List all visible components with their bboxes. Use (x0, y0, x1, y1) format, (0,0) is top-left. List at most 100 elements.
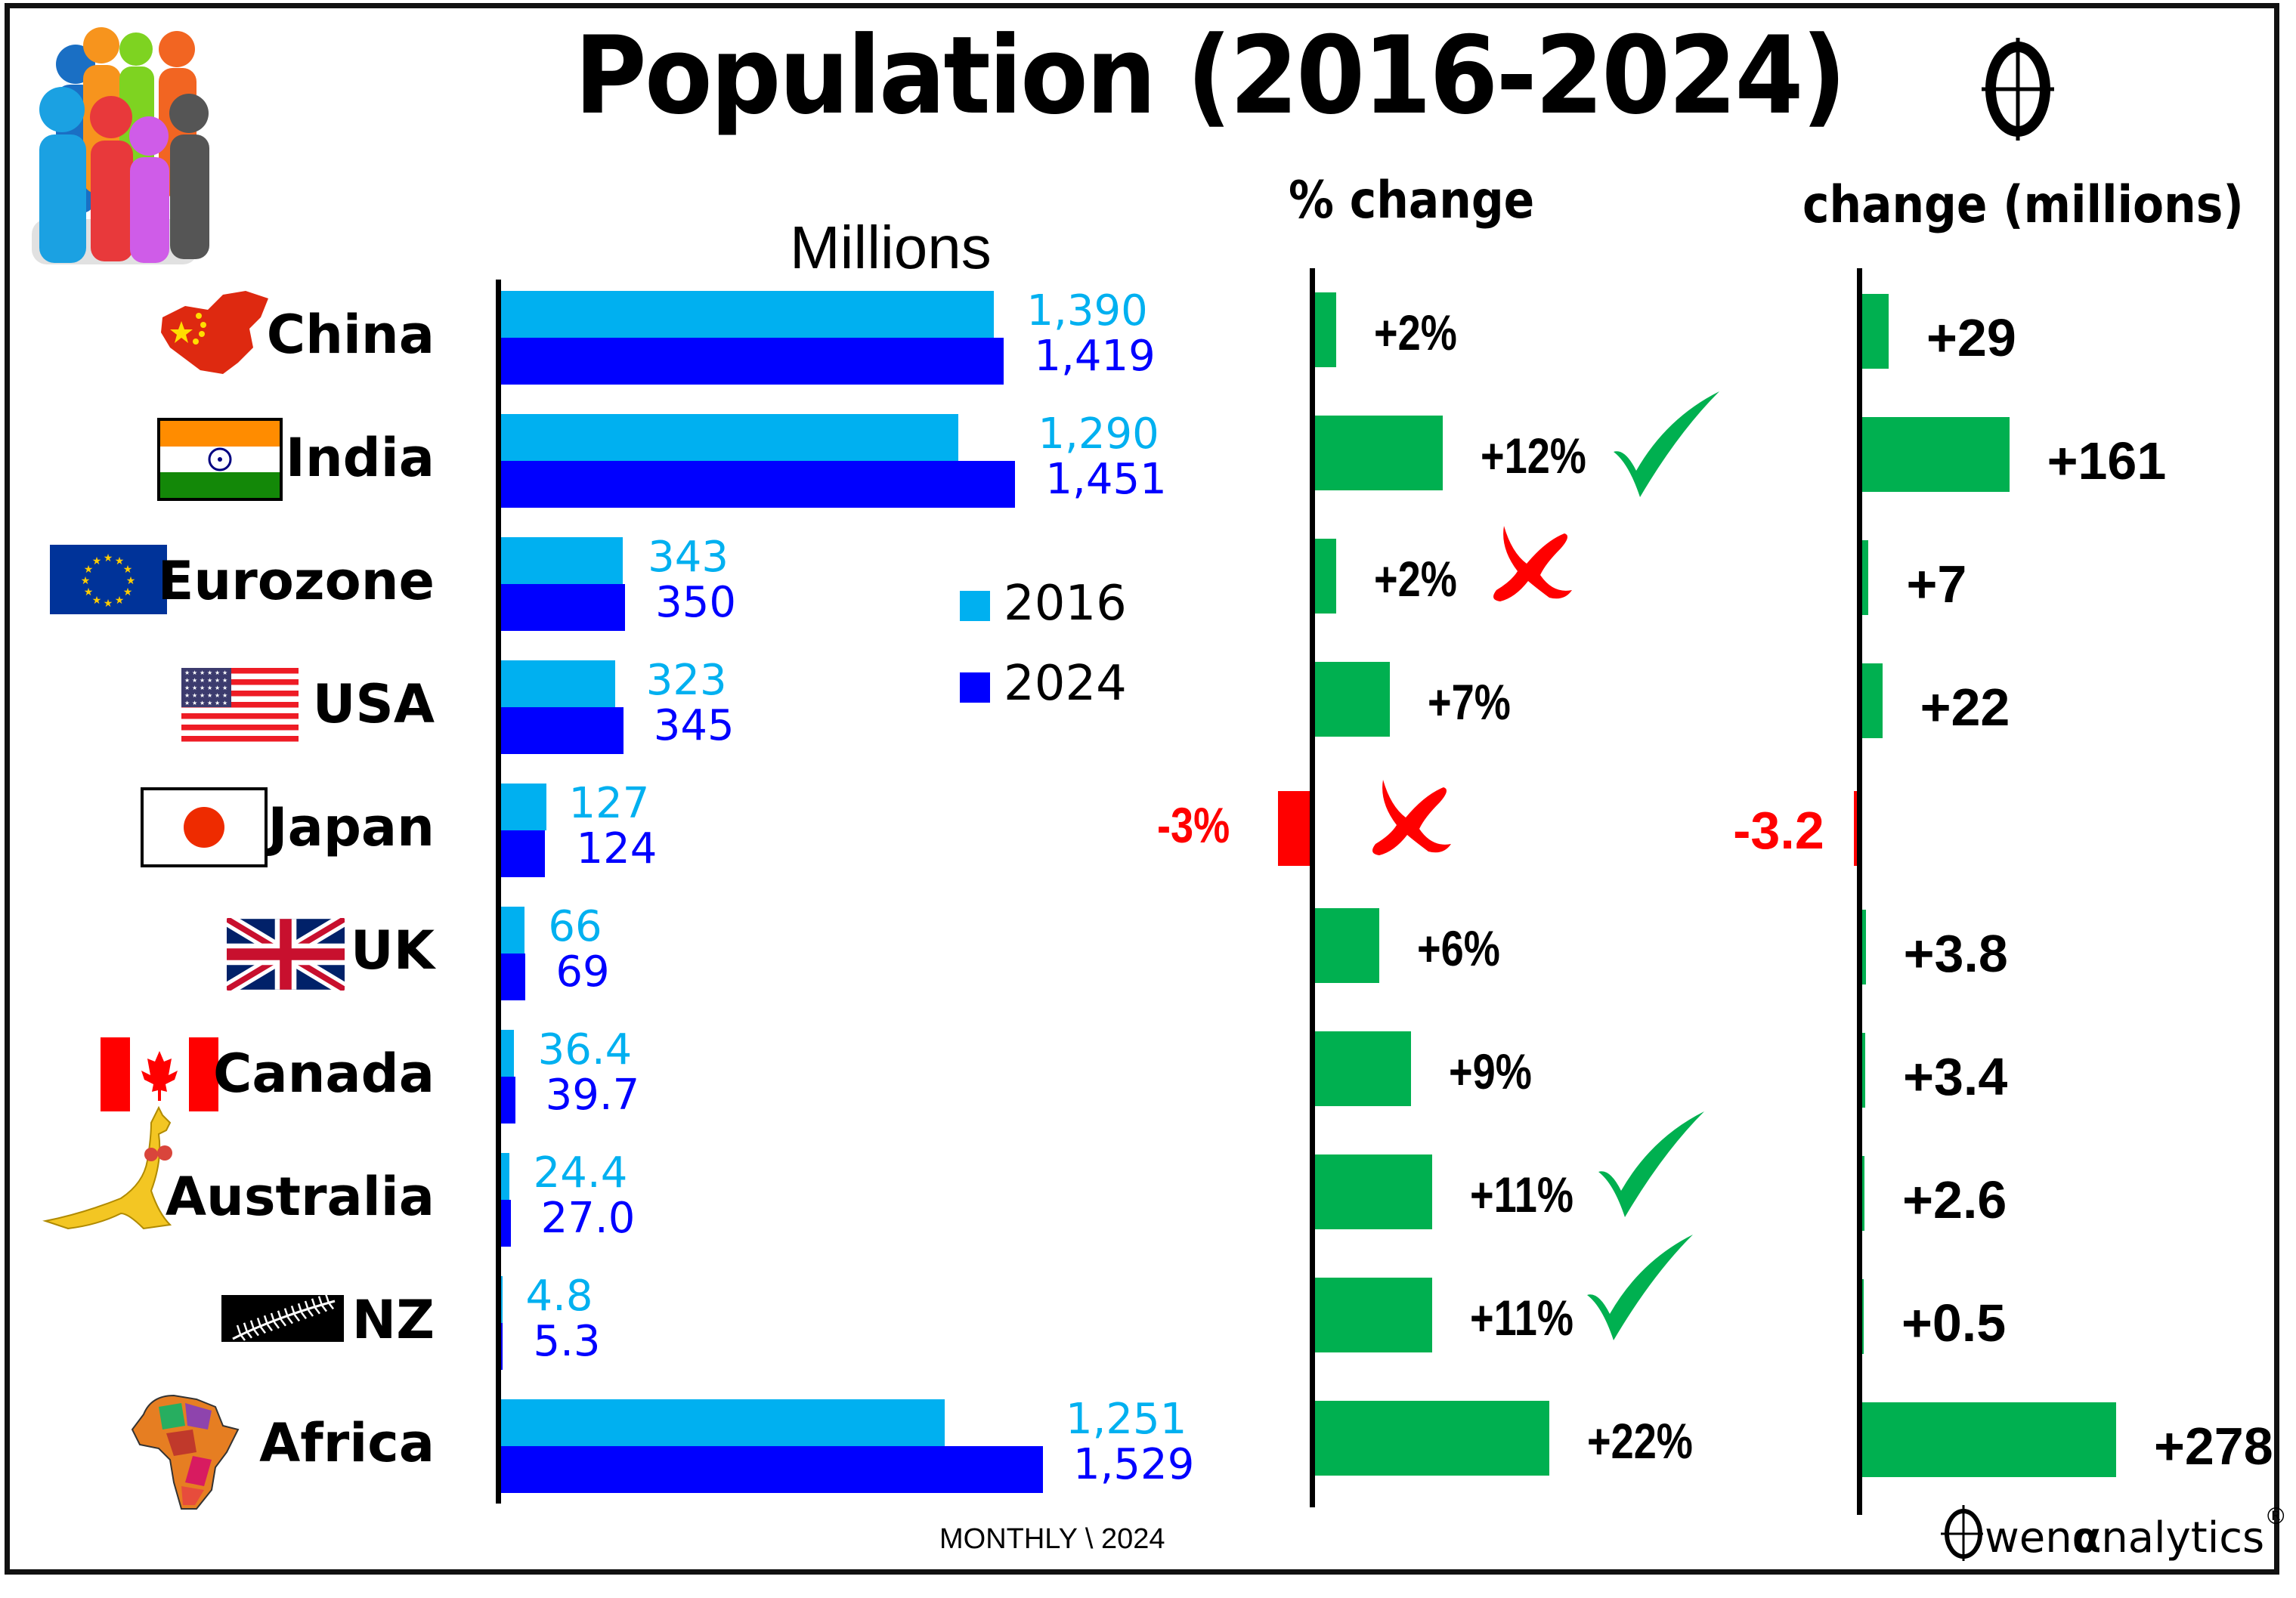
millions-axis-title: Millions (790, 214, 992, 281)
svg-text:★: ★ (104, 598, 113, 610)
value-label-2016: 4.8 (525, 1272, 593, 1321)
people-group-icon (32, 27, 209, 264)
brand-text-pre: wen (1985, 1513, 2072, 1562)
brand-logo: wen α nalytics ® (1941, 1504, 2287, 1562)
legend-label-2024: 2024 (1004, 656, 1127, 712)
usa-flag-icon: ★★★★★★★★★★★★★★★★★★★★★★★★★★★★★★ (181, 668, 299, 742)
value-label-2024: 1,451 (1045, 455, 1167, 504)
abs-change-label: +29 (1926, 308, 2016, 367)
abs-change-bar (1862, 294, 1889, 369)
value-label-2024: 1,529 (1073, 1440, 1195, 1489)
country-label-nz: NZ (351, 1289, 435, 1351)
svg-text:★: ★ (207, 685, 212, 691)
svg-text:★: ★ (184, 692, 190, 699)
svg-text:★: ★ (207, 692, 212, 699)
value-label-2024: 5.3 (533, 1317, 601, 1366)
country-label-china: China (266, 304, 435, 366)
brand-registered-mark: ® (2264, 1504, 2288, 1530)
bar-2016-canada (501, 1030, 515, 1077)
svg-text:★: ★ (215, 677, 220, 684)
crosshair-logo-icon (1982, 38, 2054, 141)
value-label-2016: 66 (548, 902, 602, 951)
svg-text:★: ★ (222, 669, 227, 676)
eu-flag-icon: ★★★★★★★★★★★★ (50, 545, 167, 617)
pct-change-bar (1315, 416, 1444, 491)
bar-2016-nz (501, 1276, 503, 1323)
svg-text:★: ★ (207, 669, 212, 676)
svg-text:★: ★ (104, 552, 113, 564)
abs-change-label: +22 (1920, 678, 2010, 737)
country-label-india: India (285, 427, 435, 489)
bar-2024-eurozone (501, 584, 626, 631)
bar-2024-uk (501, 954, 526, 1000)
svg-text:★: ★ (184, 685, 190, 691)
svg-text:★: ★ (215, 669, 220, 676)
abs-change-bar (1862, 1402, 2116, 1478)
usa-flag-icon: ★★★★★★★★★★★★★★★★★★★★★★★★★★★★★★ (181, 668, 299, 745)
abs-change-label: +278 (2154, 1417, 2273, 1476)
svg-text:★: ★ (184, 669, 190, 676)
pct-change-label: +11% (1470, 1290, 1573, 1346)
svg-text:★: ★ (215, 692, 220, 699)
abs-change-bar (1862, 1033, 1866, 1108)
pct-change-label: +2% (1374, 551, 1458, 607)
japan-flag-icon (141, 787, 268, 867)
chart-title: Population (2016-2024) (574, 14, 1846, 138)
pct-change-axis (1310, 268, 1315, 1507)
svg-text:★: ★ (115, 555, 125, 567)
abs-change-bar (1862, 540, 1869, 616)
silver-fern-icon (221, 1294, 344, 1345)
svg-text:★: ★ (81, 575, 91, 587)
svg-text:★: ★ (192, 685, 197, 691)
pct-change-label: +12% (1481, 428, 1587, 484)
value-label-2016: 127 (568, 779, 650, 828)
svg-text:★: ★ (192, 677, 197, 684)
value-label-2016: 1,390 (1026, 286, 1148, 335)
country-label-eurozone: Eurozone (157, 550, 435, 612)
bar-2024-africa (501, 1446, 1043, 1493)
value-label-2016: 24.4 (533, 1148, 628, 1198)
canada-flag-icon (101, 1037, 218, 1114)
legend-swatch-2016 (960, 591, 990, 621)
svg-text:★: ★ (200, 677, 205, 684)
country-label-japan: Japan (268, 796, 435, 858)
pct-change-bar (1315, 539, 1337, 614)
checkmark-icon (1606, 388, 1727, 504)
value-label-2016: 343 (648, 533, 729, 582)
svg-text:★: ★ (115, 595, 125, 607)
africa-map-icon (128, 1384, 242, 1516)
kangaroo-icon (38, 1100, 189, 1254)
bar-2016-africa (501, 1399, 945, 1446)
svg-text:★: ★ (84, 564, 94, 576)
svg-text:★: ★ (222, 677, 227, 684)
abs-change-axis (1857, 268, 1862, 1515)
abs-change-label: +2.6 (1902, 1170, 2007, 1229)
pct-change-label: -3% (1156, 797, 1230, 853)
abs-change-bar (1862, 417, 2010, 493)
bar-2024-australia (501, 1200, 511, 1247)
value-label-2016: 36.4 (537, 1025, 633, 1074)
pct-change-label: +2% (1374, 304, 1458, 360)
svg-text:★: ★ (222, 685, 227, 691)
brand-text-post: nalytics (2101, 1513, 2265, 1562)
country-label-usa: USA (312, 673, 435, 735)
svg-text:★: ★ (84, 586, 94, 598)
checkmark-icon (1580, 1231, 1700, 1347)
value-label-2024: 27.0 (540, 1194, 636, 1243)
brand-alpha: α (2072, 1513, 2102, 1562)
bar-2024-japan (501, 830, 546, 877)
svg-text:★: ★ (207, 700, 212, 706)
abs-change-label: +3.8 (1903, 924, 2008, 983)
value-label-2016: 1,290 (1038, 410, 1159, 459)
bar-2024-india (501, 461, 1016, 508)
svg-text:★: ★ (92, 555, 102, 567)
svg-text:★: ★ (222, 692, 227, 699)
canada-flag-icon (101, 1037, 218, 1111)
abs-change-label: +7 (1906, 555, 1967, 614)
bar-2016-india (501, 414, 958, 461)
pct-change-label: +9% (1448, 1043, 1532, 1099)
pct-change-bar (1315, 1401, 1549, 1476)
svg-text:★: ★ (192, 669, 197, 676)
legend-label-2016: 2016 (1004, 576, 1127, 632)
abs-change-bar (1862, 663, 1883, 739)
